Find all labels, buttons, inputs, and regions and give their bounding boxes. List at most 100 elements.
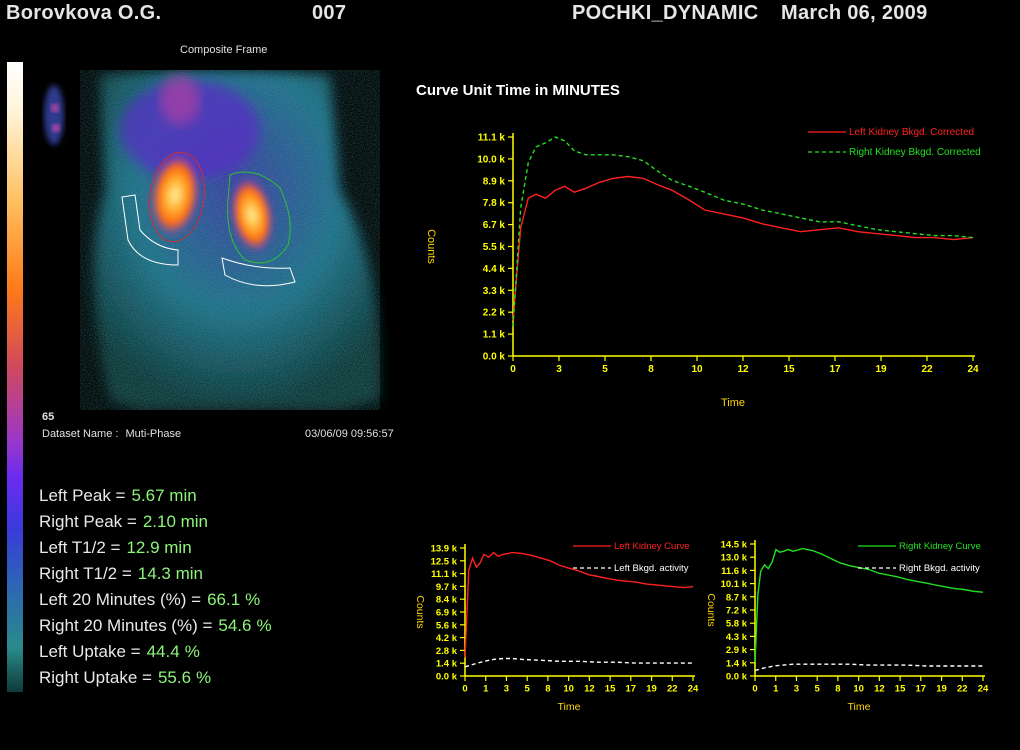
stat-label: Right 20 Minutes (%) = <box>39 616 213 635</box>
stat-value: 5.67 min <box>131 486 197 505</box>
dataset-value: Muti-Phase <box>125 428 182 440</box>
stat-left-peak: Left Peak = 5.67 min <box>39 486 202 506</box>
x-tick-label: 15 <box>605 684 616 695</box>
stat-label: Right Uptake = <box>39 668 152 687</box>
y-tick-label: 0.0 k <box>726 672 748 683</box>
y-tick-label: 4.4 k <box>483 264 506 275</box>
right-kidney-chart[interactable]: 0.0 k 1.4 k 2.9 k 4.3 k 5.8 k 7.2 k 8.7 k 10.1 … <box>700 535 1000 715</box>
y-tick-label: 4.2 k <box>436 633 458 644</box>
x-tick-label: 1 <box>483 684 489 695</box>
stat-value: 54.6 <box>218 616 252 635</box>
x-tick-label: 12 <box>874 684 885 695</box>
y-tick-label: 11.1 k <box>431 569 458 580</box>
stat-right-peak: Right Peak = 2.10 min <box>39 512 213 532</box>
x-tick-label: 0 <box>752 684 757 695</box>
x-axis-label: Time <box>721 397 745 409</box>
main-chart-title: Curve Unit Time in MINUTES <box>416 82 620 99</box>
y-tick-label: 9.7 k <box>436 582 458 593</box>
stat-unit: % <box>184 642 200 661</box>
stat-label: Left 20 Minutes (%) = <box>39 590 202 609</box>
series-line <box>464 657 693 668</box>
x-tick-label: 12 <box>737 364 749 375</box>
x-tick-label: 8 <box>648 364 654 375</box>
y-tick-label: 2.8 k <box>436 646 458 657</box>
x-tick-label: 1 <box>773 684 779 695</box>
y-tick-label: 1.4 k <box>436 659 458 670</box>
x-tick-label: 24 <box>688 684 699 695</box>
stat-value: 14.3 min <box>137 564 203 583</box>
stat-label: Left Peak = <box>39 486 126 505</box>
y-tick-label: 6.9 k <box>436 608 458 619</box>
x-tick-label: 5 <box>525 684 531 695</box>
y-tick-label: 10.0 k <box>477 154 505 165</box>
x-tick-label: 0 <box>462 684 467 695</box>
dataset-name: Dataset Name : Muti-Phase <box>42 428 181 440</box>
x-tick-label: 24 <box>978 684 989 695</box>
series-line <box>512 136 974 327</box>
color-scale-bar <box>7 62 23 692</box>
y-tick-label: 6.7 k <box>483 220 506 231</box>
x-tick-label: 10 <box>691 364 703 375</box>
frame-number: 65 <box>42 411 55 423</box>
y-tick-label: 8.7 k <box>726 592 748 603</box>
y-tick-label: 7.8 k <box>483 198 506 209</box>
stat-unit: % <box>245 590 261 609</box>
y-tick-label: 13.0 k <box>721 553 748 564</box>
y-tick-label: 7.2 k <box>726 606 748 617</box>
dataset-label: Dataset Name : <box>42 428 119 440</box>
stat-label: Right Peak = <box>39 512 137 531</box>
stat-unit: % <box>256 616 272 635</box>
stat-left-t-half: Left T1/2 = 12.9 min <box>39 538 197 558</box>
y-tick-label: 8.9 k <box>483 176 506 187</box>
y-tick-label: 3.3 k <box>483 286 506 297</box>
stat-label: Left Uptake = <box>39 642 141 661</box>
y-tick-label: 0.0 k <box>483 352 506 363</box>
x-tick-label: 19 <box>875 364 887 375</box>
stat-right-uptake: Right Uptake = 55.6% <box>39 668 211 688</box>
y-axis-label: Counts <box>705 593 717 626</box>
y-tick-label: 5.8 k <box>726 619 748 630</box>
main-curve-chart[interactable]: 0.0 k 1.1 k 2.2 k 3.3 k 4.4 k 5.5 k 6.7 k 7.8 k… <box>410 120 1010 420</box>
y-tick-label: 8.4 k <box>436 595 458 606</box>
stat-right-20min: Right 20 Minutes (%) = 54.6% <box>39 616 272 636</box>
series-line <box>754 663 983 672</box>
patient-name: Borovkova O.G. <box>6 2 162 24</box>
x-tick-label: 3 <box>794 684 799 695</box>
y-tick-label: 2.9 k <box>726 645 748 656</box>
x-axis-label: Time <box>558 701 581 713</box>
y-tick-label: 5.6 k <box>436 620 458 631</box>
series-line <box>754 547 984 663</box>
x-tick-label: 22 <box>667 684 678 695</box>
y-axis-label: Counts <box>414 595 426 628</box>
frame-title: Composite Frame <box>180 44 268 56</box>
stat-label: Right T1/2 = <box>39 564 132 583</box>
y-tick-label: 5.5 k <box>483 242 506 253</box>
x-tick-label: 24 <box>967 364 979 375</box>
y-tick-label: 10.1 k <box>721 579 748 590</box>
y-tick-label: 12.5 k <box>431 556 458 567</box>
y-tick-label: 1.1 k <box>483 330 506 341</box>
acquisition-timestamp: 03/06/09 09:56:57 <box>305 428 394 440</box>
y-tick-label: 0.0 k <box>436 672 458 683</box>
legend-label: Right Kidney Bkgd. Corrected <box>849 147 981 158</box>
stat-right-t-half: Right T1/2 = 14.3 min <box>39 564 208 584</box>
legend-label: Right Bkgd. activity <box>899 563 980 574</box>
x-tick-label: 5 <box>815 684 821 695</box>
stat-unit: % <box>196 668 212 687</box>
x-tick-label: 10 <box>563 684 574 695</box>
series-line <box>512 175 974 321</box>
x-tick-label: 5 <box>602 364 608 375</box>
x-tick-label: 19 <box>646 684 657 695</box>
legend-label: Right Kidney Curve <box>899 541 981 552</box>
stat-left-uptake: Left Uptake = 44.4% <box>39 642 200 662</box>
stat-value: 55.6 <box>157 668 192 687</box>
x-axis-label: Time <box>848 701 871 713</box>
legend-label: Left Bkgd. activity <box>614 563 689 574</box>
left-kidney-chart[interactable]: 0.0 k 1.4 k 2.8 k 4.2 k 5.6 k6.9 k 8.4 k 9.7 k… <box>405 535 705 715</box>
stat-left-20min: Left 20 Minutes (%) = 66.1% <box>39 590 260 610</box>
x-tick-label: 17 <box>916 684 927 695</box>
x-tick-label: 8 <box>835 684 840 695</box>
composite-frame-image[interactable] <box>40 70 390 410</box>
stat-value: 2.10 min <box>142 512 209 531</box>
x-tick-label: 10 <box>853 684 864 695</box>
